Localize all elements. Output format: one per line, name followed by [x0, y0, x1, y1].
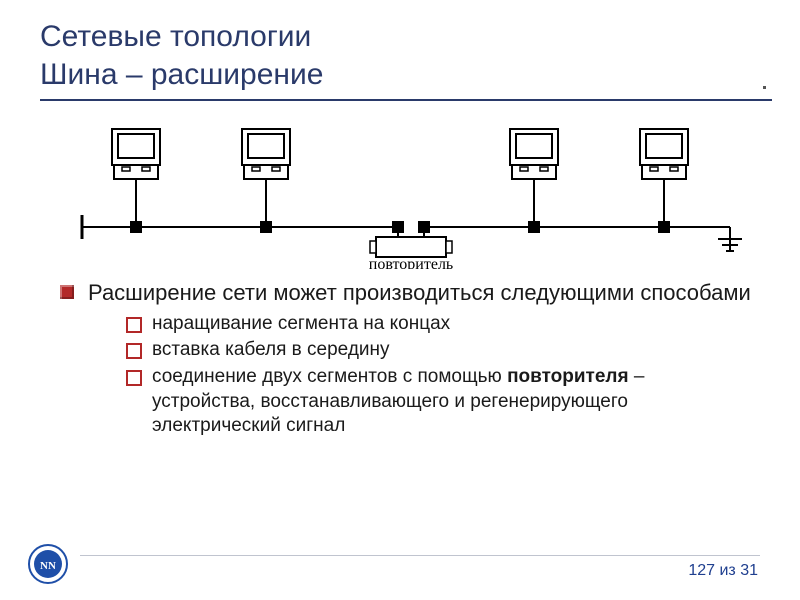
sub-bullet-1-text: наращивание сегмента на концах — [152, 313, 450, 334]
title-line-2: Шина – расширение — [40, 56, 772, 94]
bullet-list: Расширение сети может производиться след… — [48, 279, 752, 439]
sub-bullet-3-before: соединение двух сегментов с помощью — [152, 366, 507, 387]
page-total: 31 — [740, 562, 758, 579]
page-number: 127 из 31 — [688, 562, 758, 580]
sub-bullet-1: наращивание сегмента на концах — [124, 312, 752, 337]
sub-bullet-3: соединение двух сегментов с помощью повт… — [124, 365, 752, 439]
page-sep: из — [715, 562, 740, 579]
sub-bullet-list: наращивание сегмента на концах вставка к… — [88, 312, 752, 439]
unn-logo-icon: NN — [28, 544, 68, 584]
title-block: Сетевые топологии Шина – расширение — [40, 18, 772, 101]
slide: Сетевые топологии Шина – расширение — [0, 0, 800, 600]
decorative-dot — [763, 86, 766, 89]
bullet-main-text: Расширение сети может производиться след… — [88, 280, 751, 305]
title-line-1: Сетевые топологии — [40, 18, 772, 56]
footer-line — [80, 555, 760, 556]
sub-bullet-2: вставка кабеля в середину — [124, 338, 752, 363]
bullet-main: Расширение сети может производиться след… — [56, 279, 752, 439]
sub-bullet-3-bold: повторителя — [507, 366, 629, 387]
svg-text:NN: NN — [40, 560, 56, 572]
repeater-label: повторитель — [369, 256, 453, 269]
bus-topology-diagram: повторитель — [56, 119, 756, 269]
content: Расширение сети может производиться след… — [40, 279, 772, 439]
page-current: 127 — [688, 562, 715, 579]
sub-bullet-2-text: вставка кабеля в середину — [152, 339, 390, 360]
